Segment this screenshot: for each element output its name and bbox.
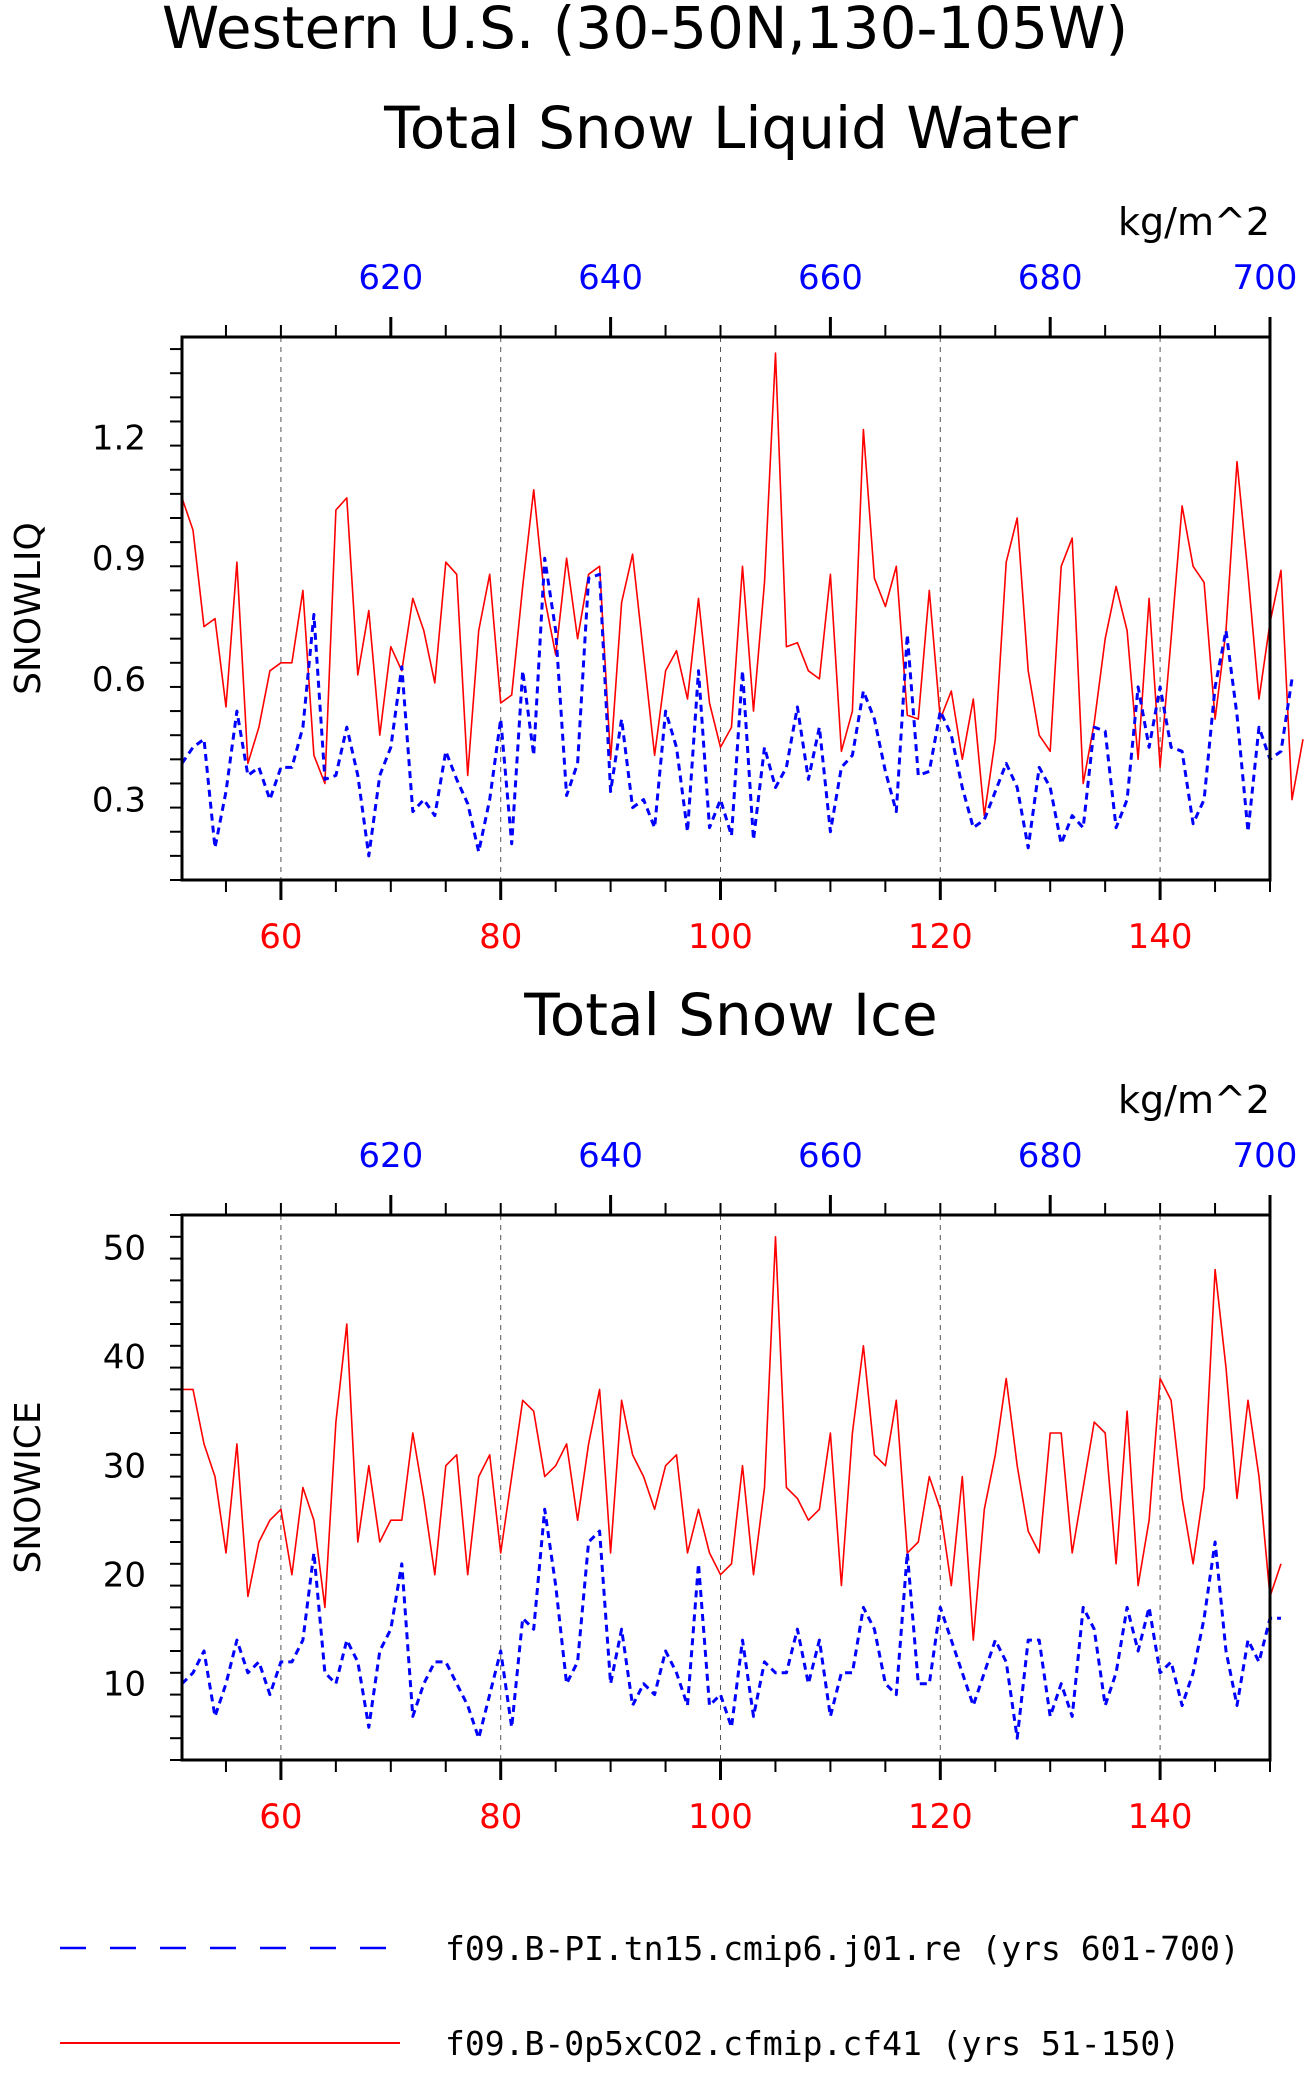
- series-line-pi: [180, 1507, 1281, 1740]
- series-line-0p5xco2: [182, 1236, 1282, 1641]
- y-tick-label: 30: [103, 1447, 146, 1487]
- y-tick-label: 0.6: [92, 660, 146, 700]
- x-top-tick-label: 640: [578, 258, 643, 298]
- legend-label: f09.B-0p5xCO2.cfmip.cf41 (yrs 51-150): [445, 2024, 1180, 2063]
- x-bottom-tick-label: 80: [479, 917, 522, 957]
- x-bottom-tick-label: 140: [1128, 917, 1193, 957]
- y-tick-label: 20: [103, 1556, 146, 1596]
- units-label: kg/m^2: [1118, 200, 1270, 244]
- units-label: kg/m^2: [1118, 1078, 1270, 1122]
- main-title: Western U.S. (30-50N,130-105W): [162, 0, 1128, 62]
- y-tick-label: 0.9: [92, 539, 146, 579]
- plot-frame: [180, 335, 1272, 882]
- legend-label: f09.B-PI.tn15.cmip6.j01.re (yrs 601-700): [445, 1929, 1240, 1968]
- panel-title: Total Snow Ice: [523, 981, 938, 1049]
- series-line-pi: [180, 556, 1294, 858]
- y-tick-label: 50: [103, 1229, 146, 1269]
- y-tick-label: 0.3: [92, 781, 146, 821]
- x-bottom-tick-label: 120: [908, 917, 973, 957]
- plot-frame: [180, 1213, 1272, 1762]
- panel-title: Total Snow Liquid Water: [383, 94, 1078, 162]
- x-bottom-tick-label: 60: [259, 1797, 302, 1837]
- x-bottom-tick-label: 80: [479, 1797, 522, 1837]
- y-tick-label: 1.2: [92, 419, 146, 459]
- x-bottom-tick-label: 140: [1128, 1797, 1193, 1837]
- panels: Total Snow Liquid Water kg/m^2 SNOWLIQ 60 80…: [8, 94, 1304, 1837]
- x-top-tick-label: 700: [1233, 258, 1298, 298]
- x-bottom-tick-label: 100: [688, 917, 753, 957]
- x-bottom-tick-label: 120: [908, 1797, 973, 1837]
- x-top-tick-label: 620: [358, 258, 423, 298]
- x-bottom-tick-label: 60: [259, 917, 302, 957]
- x-bottom-tick-label: 100: [688, 1797, 753, 1837]
- x-top-tick-label: 680: [1018, 1136, 1083, 1176]
- series-line-0p5xco2: [181, 352, 1304, 817]
- y-tick-label: 10: [103, 1665, 146, 1705]
- legend: f09.B-PI.tn15.cmip6.j01.re (yrs 601-700)…: [60, 1929, 1240, 2063]
- panel-2: Total Snow Ice kg/m^2 SNOWICE 60 80 100 120 140…: [8, 981, 1297, 1837]
- y-tick-label: 40: [103, 1338, 146, 1378]
- x-top-tick-label: 620: [358, 1136, 423, 1176]
- x-top-tick-label: 660: [798, 1136, 863, 1176]
- x-top-tick-label: 680: [1018, 258, 1083, 298]
- panel-1: Total Snow Liquid Water kg/m^2 SNOWLIQ 60 80…: [8, 94, 1304, 957]
- y-axis-label: SNOWLIQ: [8, 522, 49, 695]
- x-top-tick-label: 640: [578, 1136, 643, 1176]
- x-top-tick-label: 700: [1233, 1136, 1298, 1176]
- y-axis-label: SNOWICE: [8, 1401, 49, 1573]
- x-top-tick-label: 660: [798, 258, 863, 298]
